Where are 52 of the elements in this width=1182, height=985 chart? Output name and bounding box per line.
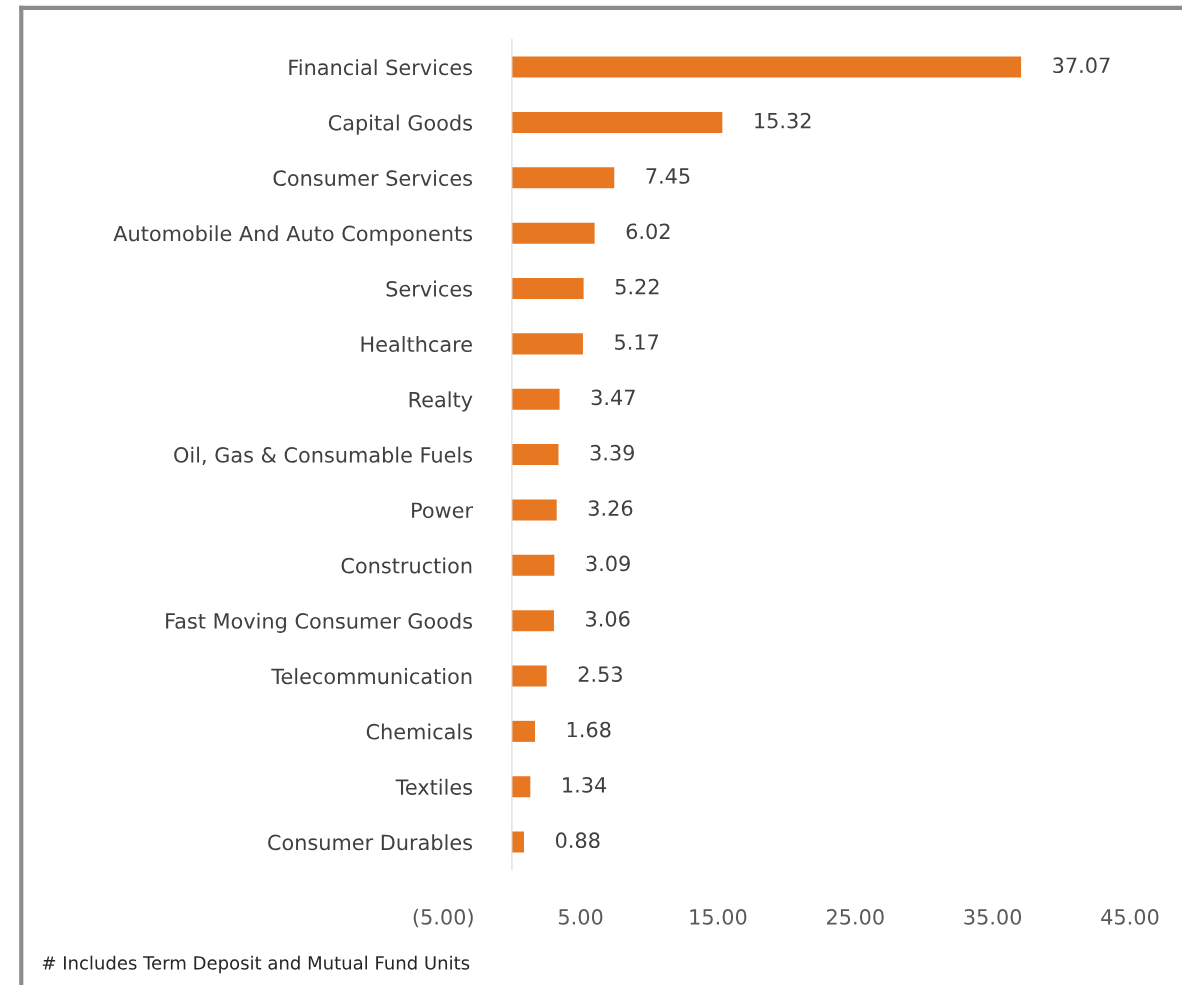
y-tick-label: Telecommunication [271, 668, 472, 685]
bar [511, 554, 555, 576]
bar [511, 388, 560, 410]
y-tick-label: Textiles [395, 778, 473, 795]
y-tick-label: Services [386, 280, 473, 297]
data-label: 3.47 [591, 389, 635, 406]
data-label: 15.32 [755, 112, 811, 129]
data-label: 1.34 [563, 777, 607, 793]
y-tick-label: Financial Services [289, 59, 473, 76]
y-tick-label: Power [412, 502, 474, 519]
bar [511, 167, 615, 189]
y-tick-label: Chemicals [366, 723, 473, 740]
bar [511, 56, 1022, 78]
bar [511, 720, 535, 742]
data-label: 0.88 [555, 832, 600, 849]
data-label: 3.26 [588, 500, 633, 516]
data-label: 1.68 [567, 721, 611, 738]
bar [511, 333, 583, 355]
data-label: 3.09 [586, 555, 630, 572]
text: # Includes Term Deposit and Mutual Fund Units [42, 955, 470, 974]
data-label: 2.53 [578, 666, 622, 683]
bar [511, 111, 723, 133]
y-tick-label: Healthcare [361, 335, 472, 353]
bar [511, 277, 584, 300]
bar [511, 776, 531, 798]
y-tick-label: Consumer Durables [268, 834, 473, 851]
bar [511, 444, 559, 466]
x-tick-label: 45.00 [1101, 909, 1159, 925]
data-label: 7.45 [646, 168, 690, 184]
data-label: 3.39 [590, 444, 634, 461]
data-label: 3.06 [586, 610, 630, 627]
data-label: 5.22 [615, 278, 659, 295]
y-tick-label: Consumer Services [273, 169, 473, 186]
data-label: 5.17 [615, 334, 659, 350]
data-label: 6.02 [626, 223, 670, 240]
bar [511, 222, 595, 244]
y-tick-label: Realty [409, 391, 473, 412]
x-tick-label: (5.00) [413, 908, 473, 928]
x-tick-label: 25.00 [827, 909, 884, 925]
bar [511, 499, 557, 521]
x-tick-label: 15.00 [690, 909, 747, 925]
y-tick-label: Construction [341, 557, 472, 574]
bar [511, 610, 554, 632]
bar [511, 831, 525, 853]
x-tick-label: 35.00 [964, 909, 1022, 925]
y-tick-label: Capital Goods [328, 114, 473, 135]
y-tick-label: Automobile And Auto Components [113, 225, 473, 246]
bar [511, 665, 547, 687]
y-tick-label: Oil, Gas & Consumable Fuels [174, 446, 473, 465]
y-tick-label: Fast Moving Consumer Goods [166, 612, 473, 633]
x-tick-label: 5.00 [559, 909, 603, 925]
data-label: 37.07 [1053, 57, 1110, 74]
